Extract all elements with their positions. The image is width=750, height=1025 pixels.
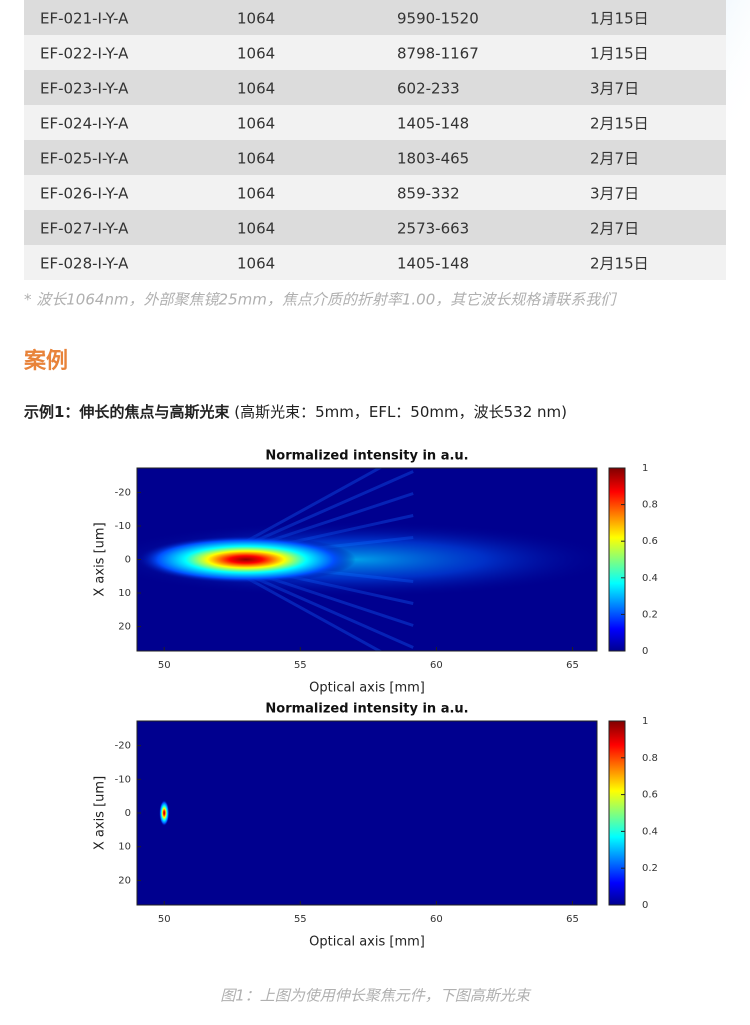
y-axis-label: X axis [um] — [93, 522, 108, 596]
table-cell: 1064 — [237, 80, 275, 98]
colorbar-tick-label: 0.2 — [642, 609, 658, 620]
heatmap-background — [137, 721, 597, 905]
table-cell: 1803-465 — [397, 150, 469, 168]
table-cell: EF-024-I-Y-A — [40, 115, 129, 133]
x-axis-label: Optical axis [mm] — [309, 681, 425, 696]
colorbar-tick-label: 0.4 — [642, 573, 658, 584]
table-cell: 2月7日 — [590, 150, 639, 168]
figure-title: Normalized intensity in a.u. — [265, 702, 468, 717]
colorbar-tick-label: 0 — [642, 900, 648, 911]
x-tick-label: 60 — [430, 660, 443, 671]
table-cell: 1064 — [237, 185, 275, 203]
y-tick-label: -10 — [115, 774, 131, 785]
x-tick-label: 50 — [158, 914, 171, 925]
colorbar-tick-label: 1 — [642, 463, 648, 474]
colorbar-tick-label: 0.4 — [642, 826, 658, 837]
table-cell: 1405-148 — [397, 115, 469, 133]
x-tick-label: 55 — [294, 914, 307, 925]
table-cell: 8798-1167 — [397, 45, 479, 63]
table-cell: EF-027-I-Y-A — [40, 220, 129, 238]
table-cell: EF-023-I-Y-A — [40, 80, 129, 98]
x-axis-label: Optical axis [mm] — [309, 935, 425, 950]
table-cell: 2月7日 — [590, 220, 639, 238]
heatmap — [137, 468, 597, 651]
table-cell: 3月7日 — [590, 185, 639, 203]
y-tick-label: 10 — [118, 842, 131, 853]
table-cell: EF-028-I-Y-A — [40, 255, 129, 273]
table-cell: 1月15日 — [590, 45, 649, 63]
y-tick-label: 0 — [125, 808, 131, 819]
table-cell: 602-233 — [397, 80, 460, 98]
table-cell: EF-021-I-Y-A — [40, 10, 129, 28]
colorbar-tick-label: 0 — [642, 646, 648, 657]
table-cell: 1064 — [237, 45, 275, 63]
y-tick-label: 20 — [118, 875, 131, 886]
table-cell: 1064 — [237, 10, 275, 28]
x-tick-label: 50 — [158, 660, 171, 671]
table-cell: 1064 — [237, 220, 275, 238]
example-title: 示例1：伸长的焦点与高斯光束 (高斯光束：5mm，EFL：50mm，波长532 … — [24, 403, 567, 421]
table-cell: 3月7日 — [590, 80, 639, 98]
table-row — [24, 210, 726, 245]
table-cell: 2月15日 — [590, 255, 649, 273]
focus — [159, 800, 170, 826]
colorbar-tick-label: 0.8 — [642, 753, 658, 764]
colorbar-tick-label: 0.8 — [642, 500, 658, 511]
section-title: 案例 — [23, 348, 68, 374]
example-label: 示例1：伸长的焦点与高斯光束 — [24, 403, 230, 421]
table-cell: 1064 — [237, 255, 275, 273]
focus — [137, 535, 356, 584]
colorbar-tick-label: 0.6 — [642, 790, 658, 801]
colorbar — [608, 720, 626, 906]
note: * 波长1064nm，外部聚焦镜25mm，焦点介质的折射率1.00，其它波长规格… — [24, 291, 617, 309]
y-tick-label: -20 — [115, 487, 131, 498]
x-tick-label: 55 — [294, 660, 307, 671]
colorbar — [608, 467, 626, 652]
x-tick-label: 65 — [566, 914, 579, 925]
colorbar-tick-label: 1 — [642, 716, 648, 727]
table-row — [24, 105, 726, 140]
caption: 图1：上图为使用伸长聚焦元件，下图高斯光束 — [220, 987, 532, 1005]
table-cell: 859-332 — [397, 185, 460, 203]
table-cell: 1064 — [237, 115, 275, 133]
y-tick-label: -10 — [115, 521, 131, 532]
table-cell: 2月15日 — [590, 115, 649, 133]
y-tick-label: 0 — [125, 555, 131, 566]
table-cell: EF-022-I-Y-A — [40, 45, 129, 63]
figure-title: Normalized intensity in a.u. — [265, 449, 468, 464]
table-row — [24, 140, 726, 175]
x-tick-label: 60 — [430, 914, 443, 925]
colorbar-tick-label: 0.6 — [642, 536, 658, 547]
table-cell: 1064 — [237, 150, 275, 168]
table-cell: EF-025-I-Y-A — [40, 150, 129, 168]
table-cell: 1月15日 — [590, 10, 649, 28]
table-row — [24, 0, 726, 35]
colorbar-tick-label: 0.2 — [642, 863, 658, 874]
table-row — [24, 35, 726, 70]
table-cell: EF-026-I-Y-A — [40, 185, 129, 203]
x-tick-label: 65 — [566, 660, 579, 671]
heatmap — [137, 721, 597, 905]
table-cell: 1405-148 — [397, 255, 469, 273]
table-cell: 2573-663 — [397, 220, 469, 238]
y-axis-label: X axis [um] — [93, 776, 108, 850]
y-tick-label: -20 — [115, 741, 131, 752]
example-detail: (高斯光束：5mm，EFL：50mm，波长532 nm) — [229, 403, 567, 421]
y-tick-label: 10 — [118, 588, 131, 599]
table-row — [24, 245, 726, 280]
table-row — [24, 175, 726, 210]
y-tick-label: 20 — [118, 622, 131, 633]
table-cell: 9590-1520 — [397, 10, 479, 28]
table-row — [24, 70, 726, 105]
